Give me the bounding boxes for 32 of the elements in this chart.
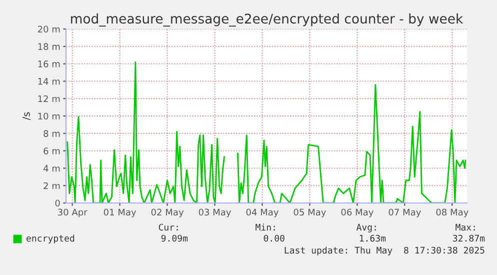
y-tick-label: 4 m (43, 165, 60, 172)
x-tick-label: 05 May (294, 208, 326, 218)
legend-label: encrypted (26, 234, 74, 244)
text: Cur: (158, 224, 178, 231)
text: 0.00 (264, 234, 284, 242)
y-tick-label: 10 m (38, 112, 60, 120)
x-tick-label: 30 Apr (58, 208, 88, 218)
y-axis-title: /s (22, 112, 31, 120)
x-tick-label: 08 May (436, 208, 468, 218)
x-tick-label: 03 May (198, 208, 232, 218)
y-tick-label: 18 m (38, 43, 60, 50)
x-tick-label: 06 May (341, 208, 374, 218)
text: Last update: Thu May 8 17:30:38 2025 (284, 246, 484, 256)
x-tick-label: 07 May (388, 208, 421, 218)
chart-title: mod_measure_message_e2ee/encrypted counter - by week (71, 13, 464, 27)
y-tick-label: 8 m (44, 130, 60, 137)
text: Min: (256, 224, 275, 231)
text: Max: (456, 224, 475, 231)
text: 9.09m (161, 234, 188, 242)
y-tick-label: 0 (55, 200, 60, 207)
y-tick-label: 2 m (44, 182, 60, 190)
x-tick-label: 01 May (104, 208, 136, 218)
y-tick-label: 14 m (38, 78, 60, 85)
y-tick-label: 6 m (44, 148, 60, 154)
y-tick-label: 16 m (38, 60, 60, 68)
text: Avg: (356, 224, 376, 232)
y-tick-label: 20 m (38, 26, 60, 33)
x-tick-label: 02 May (151, 208, 184, 218)
text: 1.63m (360, 234, 386, 242)
y-tick-label: 12 m (38, 95, 60, 102)
x-tick-label: 04 May (246, 208, 278, 218)
text: 32.87m (452, 234, 485, 242)
